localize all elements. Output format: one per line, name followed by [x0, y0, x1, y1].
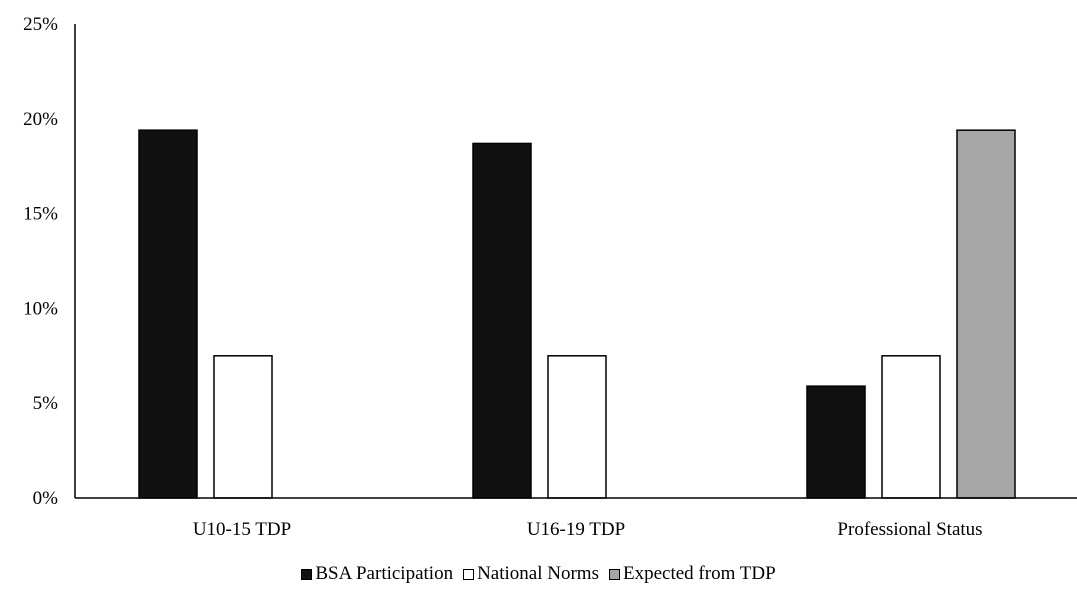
x-tick-label: Professional Status	[837, 519, 982, 540]
y-tick-label: 15%	[23, 204, 58, 225]
legend: BSA Participation National Norms Expecte…	[0, 563, 1077, 585]
x-tick-label: U10-15 TDP	[193, 519, 291, 540]
bar-expected-from-tdp-professional-status	[956, 129, 1016, 499]
y-tick-label: 0%	[33, 488, 59, 509]
legend-swatch-bsa-participation	[301, 568, 313, 580]
bars-layer	[138, 129, 1016, 499]
x-axis-ticks: U10-15 TDP U16-19 TDP Professional Status	[193, 519, 983, 540]
x-tick-label: U16-19 TDP	[527, 519, 625, 540]
legend-item-bsa-participation: BSA Participation	[301, 563, 453, 585]
bar-national-norms-professional-status	[881, 355, 941, 499]
y-tick-label: 20%	[23, 109, 58, 130]
y-tick-label: 5%	[33, 393, 59, 414]
legend-item-national-norms: National Norms	[463, 563, 599, 585]
bar-national-norms-u16-19-tdp	[547, 355, 607, 499]
bar-bsa-participation-professional-status	[806, 385, 866, 499]
bar-bsa-participation-u10-15-tdp	[138, 129, 198, 499]
y-axis-ticks: 0% 5% 10% 15% 20% 25%	[23, 14, 58, 509]
legend-swatch-expected-from-tdp	[608, 568, 620, 580]
legend-label-bsa-participation: BSA Participation	[315, 563, 454, 584]
legend-swatch-national-norms	[463, 568, 475, 580]
bar-bsa-participation-u16-19-tdp	[472, 142, 532, 499]
y-tick-label: 10%	[23, 298, 58, 319]
legend-item-expected-from-tdp: Expected from TDP	[608, 563, 776, 585]
y-tick-label: 25%	[23, 14, 58, 35]
legend-label-expected-from-tdp: Expected from TDP	[622, 563, 776, 584]
legend-label-national-norms: National Norms	[477, 563, 599, 584]
bar-national-norms-u10-15-tdp	[213, 355, 273, 499]
